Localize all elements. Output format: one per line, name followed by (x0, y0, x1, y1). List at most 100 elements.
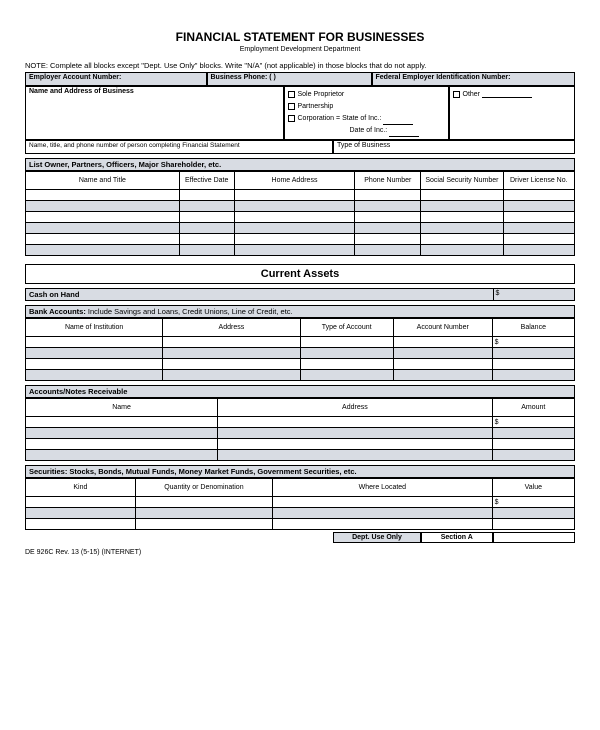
table-cell[interactable] (163, 348, 300, 359)
table-cell[interactable]: $ (492, 417, 574, 428)
table-cell[interactable] (179, 234, 234, 245)
table-cell[interactable] (273, 508, 493, 519)
table-cell[interactable] (234, 245, 355, 256)
table-cell[interactable] (26, 337, 163, 348)
table-cell[interactable] (234, 201, 355, 212)
cash-value[interactable]: $ (493, 288, 576, 301)
note-text: NOTE: Complete all blocks except "Dept. … (25, 61, 575, 70)
col-header: Address (163, 319, 300, 337)
table-cell[interactable] (135, 519, 272, 530)
table-cell[interactable] (26, 428, 218, 439)
table-cell[interactable] (273, 519, 493, 530)
table-cell[interactable] (300, 370, 393, 381)
table-cell[interactable] (26, 370, 163, 381)
col-header: Name (26, 399, 218, 417)
col-header: Name of Institution (26, 319, 163, 337)
table-cell[interactable] (492, 519, 574, 530)
table-cell[interactable] (234, 223, 355, 234)
table-cell[interactable] (393, 337, 492, 348)
table-cell[interactable] (492, 348, 574, 359)
table-cell[interactable] (234, 190, 355, 201)
table-cell[interactable] (355, 245, 421, 256)
table-cell[interactable] (355, 201, 421, 212)
employer-account-label: Employer Account Number: (25, 72, 207, 86)
bank-section-title: Bank Accounts: Include Savings and Loans… (25, 305, 575, 318)
table-cell[interactable] (26, 201, 180, 212)
table-cell[interactable] (393, 370, 492, 381)
table-cell[interactable] (393, 348, 492, 359)
table-cell[interactable] (163, 359, 300, 370)
other-option[interactable]: Other (453, 89, 572, 98)
table-cell[interactable] (300, 359, 393, 370)
corporation-option[interactable]: Corporation = State of Inc.: (288, 113, 445, 125)
table-cell[interactable] (26, 508, 136, 519)
table-cell[interactable] (421, 223, 503, 234)
receivable-section-title: Accounts/Notes Receivable (25, 385, 575, 398)
table-cell[interactable] (503, 212, 574, 223)
table-cell[interactable] (26, 497, 136, 508)
section-a-label: Section A (421, 532, 493, 543)
table-cell[interactable] (179, 212, 234, 223)
table-cell[interactable] (355, 190, 421, 201)
table-cell[interactable] (179, 201, 234, 212)
table-cell[interactable] (492, 359, 574, 370)
table-cell[interactable] (355, 212, 421, 223)
table-cell[interactable] (421, 190, 503, 201)
table-cell[interactable] (234, 234, 355, 245)
table-cell[interactable] (503, 201, 574, 212)
table-cell[interactable] (179, 245, 234, 256)
table-cell[interactable] (492, 439, 574, 450)
table-cell[interactable] (355, 234, 421, 245)
table-cell[interactable] (503, 190, 574, 201)
table-cell[interactable]: $ (492, 337, 574, 348)
table-cell[interactable] (503, 234, 574, 245)
table-cell[interactable] (26, 348, 163, 359)
table-cell[interactable] (300, 337, 393, 348)
table-cell[interactable] (421, 234, 503, 245)
date-inc-line: Date of Inc.: (288, 125, 445, 137)
table-cell[interactable] (26, 245, 180, 256)
table-cell[interactable] (26, 450, 218, 461)
table-cell[interactable] (26, 190, 180, 201)
table-cell[interactable] (26, 212, 180, 223)
table-cell[interactable] (421, 201, 503, 212)
table-cell[interactable] (135, 497, 272, 508)
table-cell[interactable]: $ (492, 497, 574, 508)
completing-row: Name, title, and phone number of person … (25, 140, 575, 154)
table-cell[interactable] (503, 223, 574, 234)
table-cell[interactable] (355, 223, 421, 234)
col-header: Driver License No. (503, 172, 574, 190)
table-cell[interactable] (135, 508, 272, 519)
cash-row: Cash on Hand $ (25, 288, 575, 301)
table-cell[interactable] (492, 450, 574, 461)
table-cell[interactable] (179, 223, 234, 234)
table-cell[interactable] (218, 450, 493, 461)
table-cell[interactable] (393, 359, 492, 370)
table-cell[interactable] (218, 417, 493, 428)
type-business-label: Type of Business (333, 140, 575, 154)
table-cell[interactable] (163, 370, 300, 381)
table-cell[interactable] (163, 337, 300, 348)
table-cell[interactable] (273, 497, 493, 508)
table-cell[interactable] (218, 428, 493, 439)
col-header: Social Security Number (421, 172, 503, 190)
table-cell[interactable] (26, 359, 163, 370)
table-cell[interactable] (26, 417, 218, 428)
table-cell[interactable] (26, 234, 180, 245)
table-cell[interactable] (492, 370, 574, 381)
table-cell[interactable] (492, 428, 574, 439)
fein-label: Federal Employer Identification Number: (372, 72, 576, 86)
table-cell[interactable] (503, 245, 574, 256)
table-cell[interactable] (300, 348, 393, 359)
partnership-option[interactable]: Partnership (288, 101, 445, 113)
table-cell[interactable] (26, 439, 218, 450)
table-cell[interactable] (179, 190, 234, 201)
table-cell[interactable] (421, 212, 503, 223)
table-cell[interactable] (421, 245, 503, 256)
table-cell[interactable] (218, 439, 493, 450)
table-cell[interactable] (26, 223, 180, 234)
sole-prop-option[interactable]: Sole Proprietor (288, 89, 445, 101)
table-cell[interactable] (492, 508, 574, 519)
table-cell[interactable] (234, 212, 355, 223)
table-cell[interactable] (26, 519, 136, 530)
